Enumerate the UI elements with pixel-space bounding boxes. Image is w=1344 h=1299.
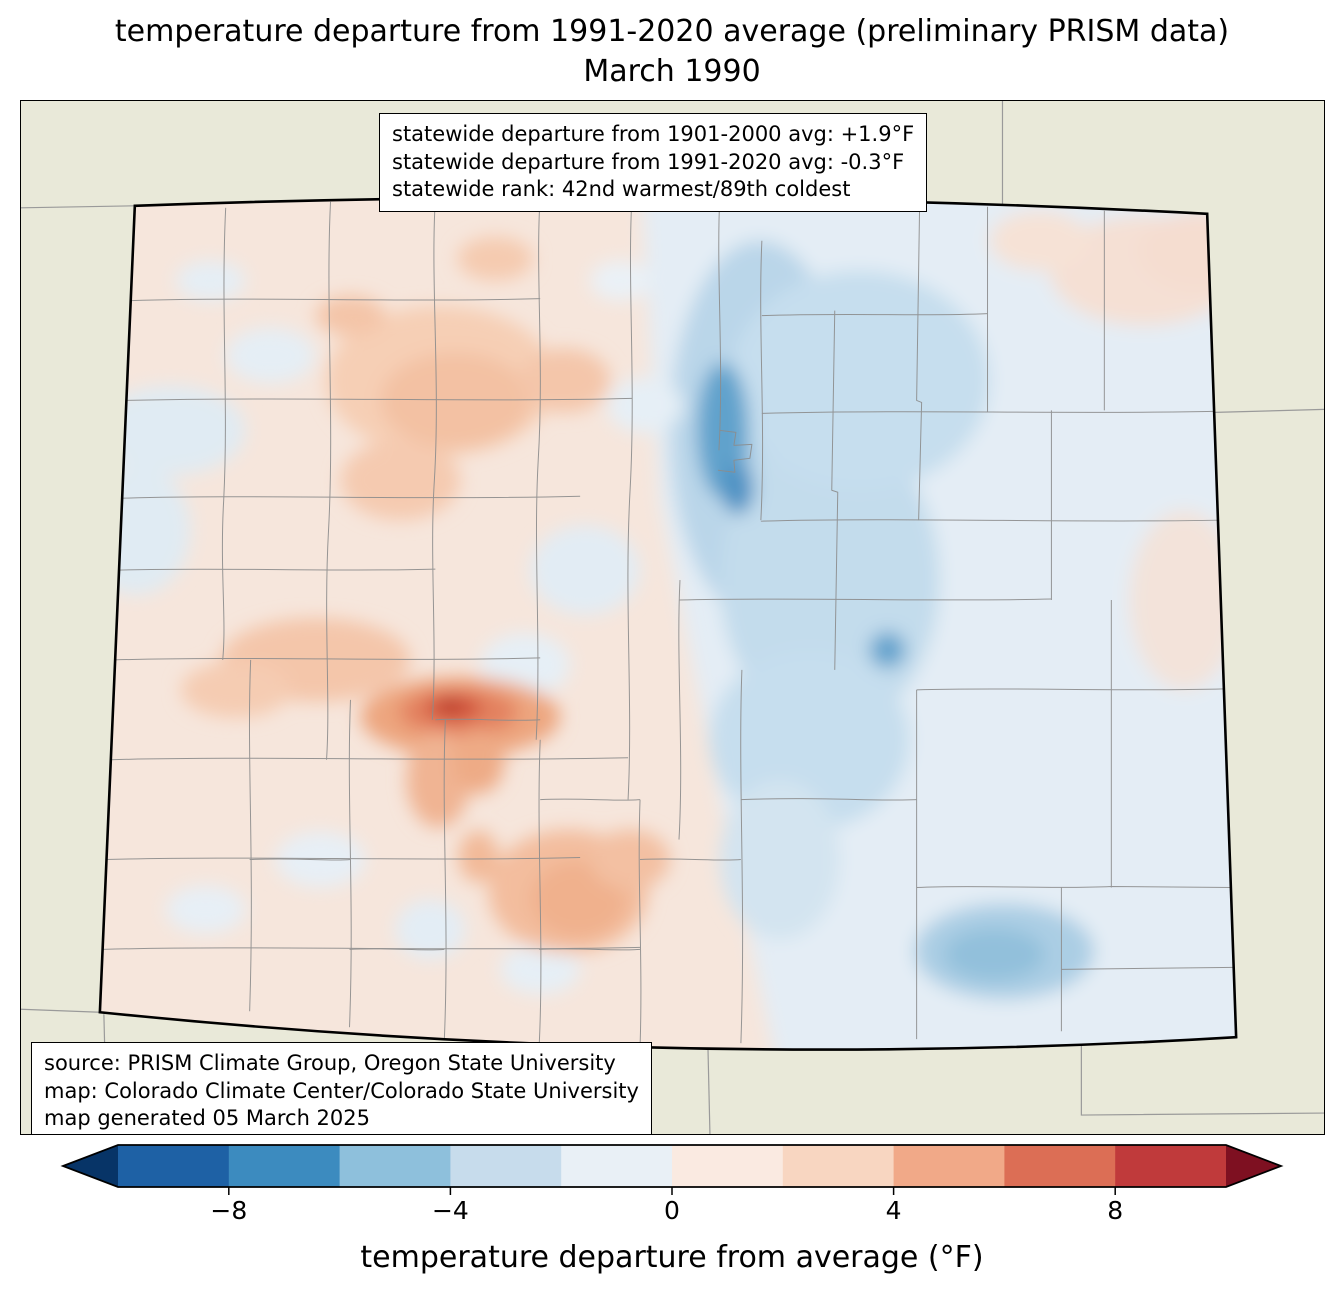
colorbar-tick-label: 4 <box>885 1196 902 1225</box>
colorbar <box>56 1143 1288 1201</box>
map-canvas: statewide departure from 1901-2000 avg: … <box>20 100 1325 1135</box>
stats-line-2: statewide departure from 1991-2020 avg: … <box>392 149 905 174</box>
colorado-map-svg <box>21 101 1324 1134</box>
credits-line-2: map: Colorado Climate Center/Colorado St… <box>44 1078 639 1103</box>
colorbar-tick-label: −4 <box>431 1196 469 1225</box>
stats-line-1: statewide departure from 1901-2000 avg: … <box>392 122 915 146</box>
credits-line-3: map generated 05 March 2025 <box>44 1106 371 1131</box>
page-title-line1: temperature departure from 1991-2020 ave… <box>114 14 1230 49</box>
neighbor-state-borders <box>21 101 1324 1134</box>
county-borders <box>102 197 1235 1048</box>
stats-line-3: statewide rank: 42nd warmest/89th coldes… <box>392 177 851 202</box>
colorbar-axis-label: temperature departure from average (°F) <box>360 1240 984 1275</box>
colorbar-tick-label: 8 <box>1107 1196 1124 1225</box>
credits-box: source: PRISM Climate Group, Oregon Stat… <box>31 1042 652 1134</box>
colorbar-tick-label: 0 <box>664 1196 680 1225</box>
temperature-field <box>99 197 1237 1050</box>
colorbar-tick-label: −8 <box>210 1196 248 1225</box>
credits-line-1: source: PRISM Climate Group, Oregon Stat… <box>44 1051 616 1075</box>
colorbar-svg <box>60 1144 1284 1195</box>
page-title-line2: March 1990 <box>583 54 761 89</box>
statewide-stats-box: statewide departure from 1901-2000 avg: … <box>379 113 928 213</box>
